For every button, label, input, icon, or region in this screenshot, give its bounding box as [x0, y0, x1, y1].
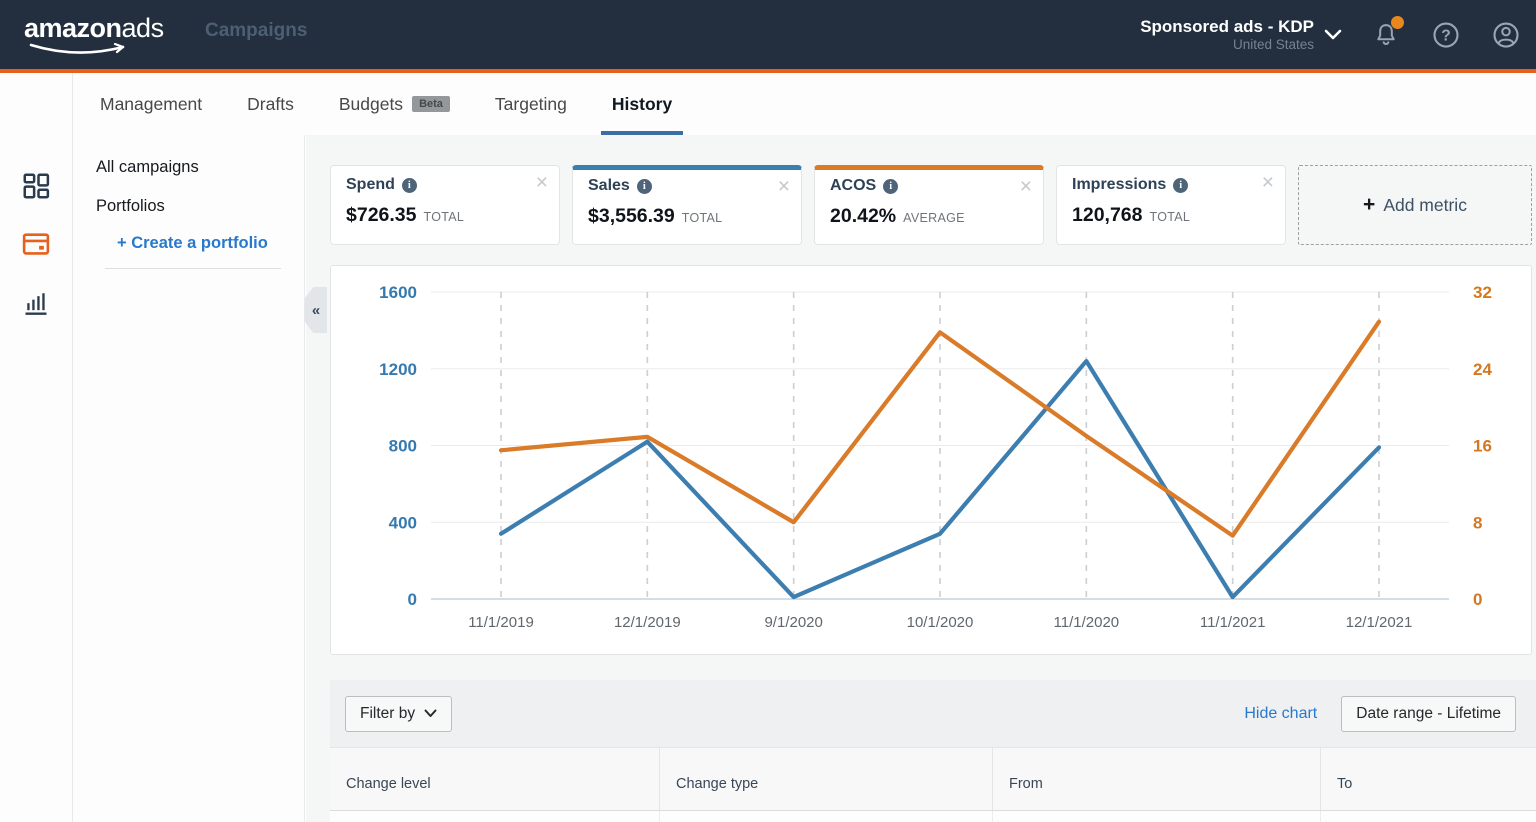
close-icon[interactable]: × — [778, 176, 790, 197]
chevron-down-icon — [424, 709, 437, 718]
svg-text:?: ? — [1441, 27, 1451, 44]
svg-text:1200: 1200 — [379, 360, 417, 379]
notifications-button[interactable] — [1370, 19, 1402, 51]
metric-name: ACOS — [830, 177, 876, 195]
plus-icon: + — [1363, 193, 1375, 217]
column-header-from: From — [993, 748, 1321, 810]
tab-targeting[interactable]: Targeting — [484, 73, 578, 135]
metric-unit: AVERAGE — [903, 211, 965, 225]
svg-text:16: 16 — [1473, 437, 1492, 456]
dashboard-grid-icon — [21, 170, 51, 202]
svg-text:11/1/2019: 11/1/2019 — [468, 614, 534, 631]
svg-text:10/1/2020: 10/1/2020 — [907, 614, 974, 631]
tab-management[interactable]: Management — [89, 73, 213, 135]
close-icon[interactable]: × — [1262, 172, 1274, 193]
close-icon[interactable]: × — [536, 172, 548, 193]
campaigns-side-panel: All campaigns Portfolios + Create a port… — [73, 135, 305, 822]
metric-unit: TOTAL — [1150, 210, 1191, 224]
history-table-header: Change level Change type From To — [330, 747, 1536, 811]
help-button[interactable]: ? — [1430, 19, 1462, 51]
tab-budgets[interactable]: BudgetsBeta — [328, 73, 461, 135]
metric-card-impressions: Impressions i × 120,768 TOTAL — [1056, 165, 1286, 245]
svg-text:12/1/2019: 12/1/2019 — [614, 614, 681, 631]
svg-text:24: 24 — [1473, 360, 1492, 379]
info-icon[interactable]: i — [402, 178, 417, 193]
beta-badge: Beta — [412, 96, 450, 112]
info-icon[interactable]: i — [1173, 178, 1188, 193]
svg-text:9/1/2020: 9/1/2020 — [764, 614, 822, 631]
metric-card-spend: Spend i × $726.35 TOTAL — [330, 165, 560, 245]
info-icon[interactable]: i — [883, 179, 898, 194]
metric-value: $3,556.39 — [588, 205, 675, 228]
metric-card-sales: Sales i × $3,556.39 TOTAL — [572, 165, 802, 245]
svg-text:11/1/2020: 11/1/2020 — [1054, 614, 1120, 631]
column-header-to: To — [1321, 748, 1536, 810]
column-header-change-level: Change level — [330, 748, 660, 810]
svg-text:0: 0 — [1473, 590, 1482, 609]
bar-chart-icon — [22, 288, 50, 316]
amazon-smile-icon — [27, 43, 137, 57]
amazon-ads-logo[interactable]: amazonads — [24, 13, 164, 44]
account-switcher[interactable]: Sponsored ads - KDP United States — [1140, 17, 1342, 53]
column-header-change-type: Change type — [660, 748, 993, 810]
tab-drafts[interactable]: Drafts — [236, 73, 305, 135]
account-menu-button[interactable] — [1490, 19, 1522, 51]
metric-value: $726.35 — [346, 204, 417, 227]
user-account-icon — [1491, 20, 1521, 50]
account-switcher-text: Sponsored ads - KDP United States — [1140, 17, 1314, 53]
tab-history[interactable]: History — [601, 73, 683, 135]
metric-name: Sales — [588, 177, 630, 195]
notification-badge-dot — [1391, 16, 1404, 29]
collapse-panel-handle[interactable]: « — [305, 287, 327, 333]
hide-chart-link[interactable]: Hide chart — [1244, 705, 1317, 723]
svg-text:11/1/2021: 11/1/2021 — [1200, 614, 1266, 631]
svg-text:800: 800 — [389, 437, 417, 456]
logo-ads-text: ads — [122, 13, 164, 43]
campaign-card-icon — [20, 229, 52, 259]
logo-amazon-text: amazon — [24, 13, 122, 43]
svg-text:12/1/2021: 12/1/2021 — [1346, 614, 1413, 631]
question-mark-icon: ? — [1431, 20, 1461, 50]
svg-text:8: 8 — [1473, 513, 1482, 532]
left-icon-rail — [0, 73, 73, 822]
close-icon[interactable]: × — [1020, 176, 1032, 197]
history-chart-panel: 11/1/2019 12/1/2019 9/1/2020 10/1/2020 11/1/… — [330, 265, 1532, 655]
sidebar-item-portfolios[interactable]: Portfolios — [96, 197, 165, 216]
filter-by-button[interactable]: Filter by — [345, 696, 452, 732]
metric-cards-row: Spend i × $726.35 TOTAL Sales i × $3,556… — [330, 165, 1532, 245]
metric-unit: TOTAL — [682, 211, 723, 225]
metric-value: 120,768 — [1072, 204, 1143, 227]
panel-divider — [105, 268, 281, 269]
reports-nav-button[interactable] — [19, 285, 53, 319]
svg-text:1600: 1600 — [379, 283, 417, 302]
account-name: Sponsored ads - KDP — [1140, 17, 1314, 37]
navbar-right-cluster: Sponsored ads - KDP United States ? — [1140, 0, 1522, 69]
metric-name: Spend — [346, 176, 395, 194]
svg-text:0: 0 — [408, 590, 417, 609]
sidebar-item-all-campaigns[interactable]: All campaigns — [96, 158, 199, 177]
metric-card-acos: ACOS i × 20.42% AVERAGE — [814, 165, 1044, 245]
metric-name: Impressions — [1072, 176, 1166, 194]
dashboard-nav-button[interactable] — [19, 169, 53, 203]
table-row — [330, 811, 1536, 822]
metric-value: 20.42% — [830, 205, 896, 228]
sales-acos-line-chart: 11/1/2019 12/1/2019 9/1/2020 10/1/2020 11/1/… — [331, 266, 1531, 654]
campaigns-nav-button[interactable] — [19, 227, 53, 261]
table-toolbar: Filter by Hide chart Date range - Lifeti… — [330, 680, 1536, 747]
top-navbar: amazonads Campaigns Sponsored ads - KDP … — [0, 0, 1536, 69]
chevron-down-icon — [1324, 29, 1342, 41]
account-region: United States — [1140, 37, 1314, 53]
svg-text:32: 32 — [1473, 283, 1492, 302]
page-title: Campaigns — [205, 20, 307, 42]
campaigns-tab-bar: Management Drafts BudgetsBeta Targeting … — [73, 73, 1536, 135]
svg-text:400: 400 — [389, 513, 417, 532]
metric-unit: TOTAL — [424, 210, 465, 224]
date-range-button[interactable]: Date range - Lifetime — [1341, 696, 1516, 732]
info-icon[interactable]: i — [637, 179, 652, 194]
add-metric-button[interactable]: + Add metric — [1298, 165, 1532, 245]
create-portfolio-link[interactable]: + Create a portfolio — [117, 234, 268, 253]
